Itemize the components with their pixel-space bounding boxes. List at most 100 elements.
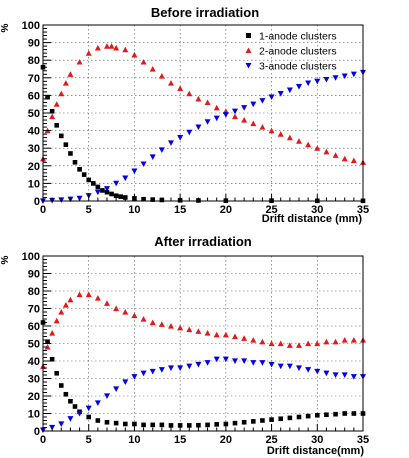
data-point [205,422,210,428]
legend-entry: 3-anode clusters [245,61,337,73]
data-point [195,328,202,334]
data-point [113,44,120,51]
data-point [113,180,120,187]
data-point [58,90,65,97]
data-point [113,386,120,392]
data-point [168,365,174,371]
data-point [204,330,211,336]
data-point [90,181,96,186]
data-point [131,51,138,58]
y-tick-label: 100 [22,20,40,32]
data-point [140,370,147,377]
data-point [131,312,138,319]
data-point [158,73,165,79]
data-point [186,423,192,428]
y-tick-label: 10 [28,178,40,190]
data-point [296,365,302,371]
data-point [168,80,174,86]
data-point [141,422,146,428]
data-point [195,124,202,131]
data-point [286,342,293,348]
legend: 1-anode clusters 2-anode clusters 3-anod… [245,31,337,73]
data-point [186,326,193,333]
data-point [95,418,101,423]
data-point [45,339,50,345]
data-point [109,191,114,197]
data-point [350,157,357,164]
legend-entry: 2-anode clusters [245,46,337,58]
data-point [150,422,156,428]
y-tick-label: 60 [28,321,40,333]
data-point [269,417,274,422]
data-point [49,330,56,336]
y-tick-label: 30 [28,143,40,155]
x-tick-label: 30 [311,204,323,216]
data-point [286,87,293,94]
data-point [341,73,348,80]
data-point [159,422,165,428]
data-point [296,414,302,420]
data-point [58,133,64,139]
y-tick-label: 20 [28,391,40,403]
data-point [204,99,211,106]
data-point [67,296,74,303]
axis-ticks: 0 5 10 15 20 25 30 35 0 10 20 30 40 50 60 70 80 90 100 [22,20,369,216]
data-point [277,340,284,347]
data-point [122,379,129,385]
data-point [94,44,101,51]
data-point [278,416,284,422]
data-point [260,418,265,423]
data-point [314,368,321,375]
data-point [232,358,238,364]
axis-ticks: 0 5 10 15 20 25 30 35 0 10 20 30 40 50 60 70 80 90 100 [22,251,369,446]
data-point [104,189,110,195]
data-point [158,147,165,153]
x-tick-label: 10 [128,204,140,216]
y-tick-label: 20 [28,161,40,173]
data-point [323,76,330,83]
data-point [332,372,339,378]
data-point [118,194,124,199]
data-point [323,370,330,377]
data-point [195,95,202,102]
data-point [341,155,348,162]
x-tick-label: 15 [174,204,186,216]
panel-after-irradiation: After irradiation % Drift distance(mm) 0… [0,234,369,457]
data-point [195,361,202,368]
data-point [323,338,330,345]
x-tick-label: 20 [220,204,232,216]
x-tick-label: 30 [311,434,323,446]
data-point [72,404,78,409]
x-tick-label: 20 [220,434,232,446]
data-point [314,78,321,85]
data-series [40,320,366,428]
data-point [49,356,55,362]
y-tick-label: 10 [28,409,40,421]
data-point [58,309,65,315]
y-tick-label: 40 [28,356,40,368]
data-point [342,411,348,416]
x-tick-label: 15 [174,434,186,446]
x-tick-label: 0 [40,434,46,446]
data-point [140,58,147,65]
data-point [77,167,82,172]
legend-label: 2-anode clusters [259,46,337,58]
data-point [186,363,193,370]
data-point [305,413,311,419]
data-series [40,43,366,165]
x-tick-label: 25 [265,204,277,216]
data-point [286,363,293,370]
data-point [287,415,293,421]
data-point [213,104,220,111]
data-point [49,108,55,114]
y-tick-label: 0 [34,426,40,438]
data-point [149,154,156,160]
data-point [277,91,284,97]
data-point [149,319,156,326]
data-point [213,331,220,338]
data-point [250,120,257,127]
data-point [45,94,50,100]
data-point [58,383,64,388]
data-point [250,101,257,108]
chart-title: Before irradiation [151,5,259,20]
